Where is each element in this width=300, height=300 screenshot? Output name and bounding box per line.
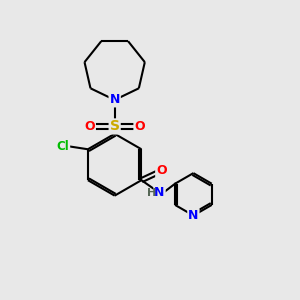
Text: N: N <box>154 186 165 199</box>
Text: H: H <box>147 188 156 198</box>
Text: Cl: Cl <box>56 140 69 153</box>
Text: O: O <box>84 120 95 133</box>
Text: S: S <box>110 119 120 134</box>
Text: O: O <box>156 164 167 177</box>
Text: O: O <box>134 120 145 133</box>
Text: N: N <box>110 93 120 106</box>
Text: N: N <box>188 209 199 222</box>
